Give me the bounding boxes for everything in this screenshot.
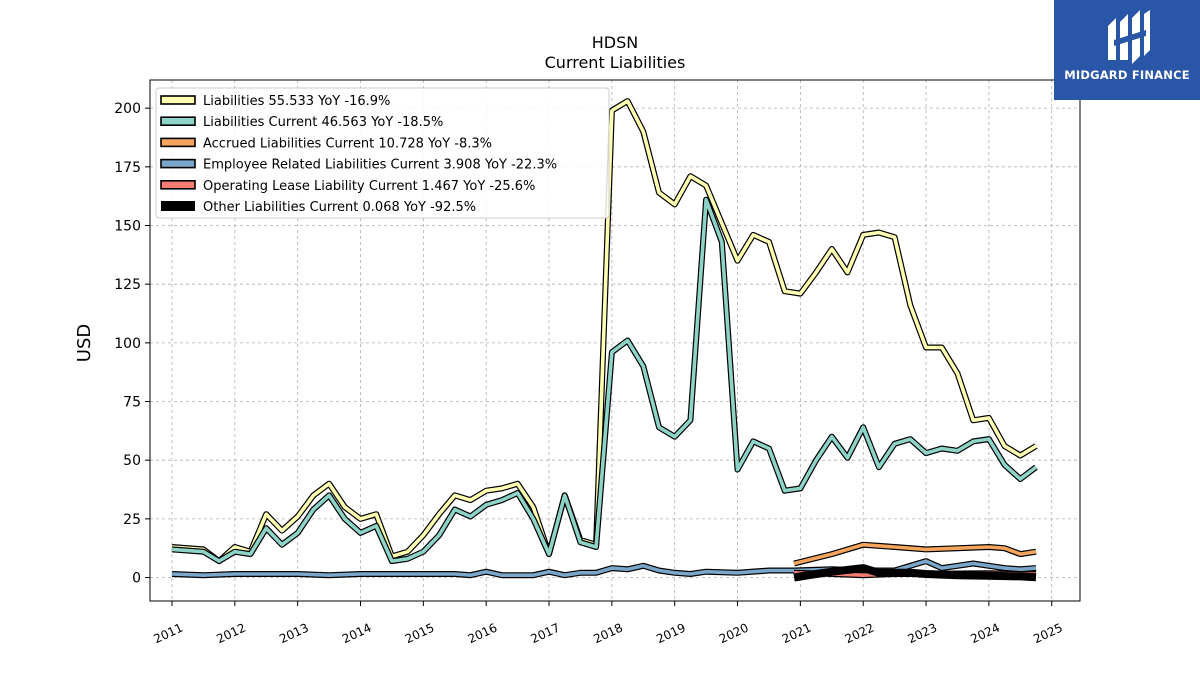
legend-label: Employee Related Liabilities Current 3.9… xyxy=(203,158,557,173)
legend-label: Other Liabilities Current 0.068 YoY -92.… xyxy=(203,200,476,215)
x-tick-label: 2017 xyxy=(529,621,563,647)
y-tick-label: 100 xyxy=(114,336,141,352)
legend-item: Liabilities Current 46.563 YoY -18.5% xyxy=(160,115,443,130)
x-tick-label: 2020 xyxy=(717,621,751,647)
series-line xyxy=(171,559,1037,578)
x-axis: 2011 2012 2013 2014 2015 2016 2017 2018 2019 2020… xyxy=(152,601,1065,646)
chart-subtitle: Current Liabilities xyxy=(545,53,686,72)
y-tick-label: 150 xyxy=(114,219,141,235)
series-accrued-liabilities-current xyxy=(793,541,1037,567)
y-tick-label: 175 xyxy=(114,160,141,176)
legend-label: Liabilities Current 46.563 YoY -18.5% xyxy=(203,115,443,130)
series-liabilities-current xyxy=(171,196,1038,565)
series-other-liabilities-current xyxy=(793,564,1037,582)
x-tick-label: 2013 xyxy=(277,621,311,647)
legend-item: Liabilities 55.533 YoY -16.9% xyxy=(160,94,390,109)
plot-frame xyxy=(149,79,1081,602)
legend-item: Other Liabilities Current 0.068 YoY -92.… xyxy=(161,200,476,215)
series-line xyxy=(171,197,1038,563)
series-employee-related-liabilities-current xyxy=(171,558,1037,579)
x-tick-label: 2016 xyxy=(466,621,500,647)
y-tick-label: 200 xyxy=(114,101,141,117)
y-tick-label: 75 xyxy=(123,395,141,411)
x-tick-label: 2021 xyxy=(780,621,814,647)
legend-swatch xyxy=(160,180,196,190)
legend-label: Accrued Liabilities Current 10.728 YoY -… xyxy=(203,136,492,151)
x-tick-label: 2014 xyxy=(340,621,374,647)
legend-label: Liabilities 55.533 YoY -16.9% xyxy=(203,94,390,109)
chart-title: HDSN xyxy=(592,33,638,52)
series-line xyxy=(171,99,1037,563)
x-tick-label: 2015 xyxy=(403,621,437,647)
brand-logo: MIDGARD FINANCE xyxy=(1054,0,1200,100)
logo-text: MIDGARD FINANCE xyxy=(1064,68,1190,82)
series-line xyxy=(793,564,1037,582)
x-tick-label: 2012 xyxy=(214,621,248,647)
y-tick-label: 0 xyxy=(132,571,141,587)
legend-swatch xyxy=(160,158,196,169)
y-axis-label: USD xyxy=(74,324,95,362)
legend-item: Accrued Liabilities Current 10.728 YoY -… xyxy=(160,136,492,151)
x-tick-label: 2023 xyxy=(906,621,940,647)
x-tick-label: 2025 xyxy=(1031,621,1065,647)
legend: Liabilities 55.533 YoY -16.9% Liabilities… xyxy=(155,87,610,219)
x-tick-label: 2018 xyxy=(591,621,625,647)
series-line xyxy=(793,542,1037,566)
series-lines xyxy=(171,98,1038,582)
midgard-logo-icon xyxy=(1108,10,1150,64)
y-axis: 0 25 50 75 100 125 150 175 200 xyxy=(114,101,150,587)
y-tick-label: 50 xyxy=(123,453,141,469)
legend-label: Operating Lease Liability Current 1.467 … xyxy=(203,179,535,194)
x-tick-label: 2024 xyxy=(968,621,1002,647)
legend-box xyxy=(155,87,610,219)
legend-item: Operating Lease Liability Current 1.467 … xyxy=(160,179,535,194)
x-tick-label: 2019 xyxy=(654,621,688,647)
y-tick-label: 125 xyxy=(114,277,141,293)
legend-swatch xyxy=(160,137,196,148)
x-tick-label: 2022 xyxy=(843,621,877,647)
y-tick-label: 25 xyxy=(123,512,141,528)
legend-item: Employee Related Liabilities Current 3.9… xyxy=(160,158,557,173)
legend-swatch xyxy=(160,116,196,126)
series-liabilities xyxy=(171,98,1038,565)
x-tick-label: 2011 xyxy=(152,621,186,647)
legend-swatch xyxy=(161,201,195,211)
legend-swatch xyxy=(160,95,196,105)
